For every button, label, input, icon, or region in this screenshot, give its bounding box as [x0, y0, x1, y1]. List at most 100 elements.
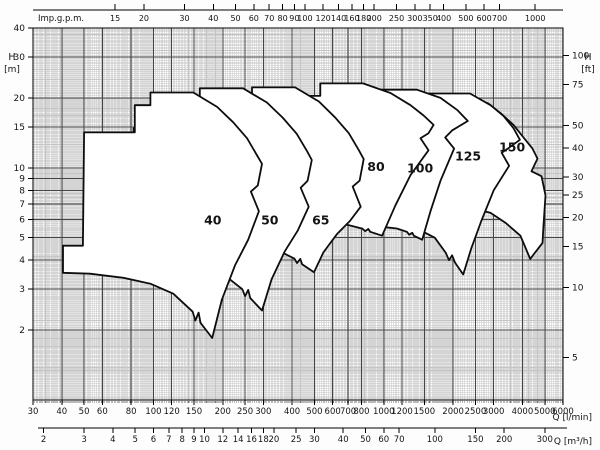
- tick-label: 1500: [414, 407, 436, 417]
- tick-label: 40: [572, 144, 584, 154]
- tick-label: 15: [572, 243, 583, 253]
- tick-label: 4: [19, 256, 25, 266]
- tick-label: 150: [186, 407, 202, 417]
- tick-label: 350: [423, 14, 438, 23]
- tick-label: 10: [199, 435, 210, 445]
- tick-label: 20: [268, 435, 279, 445]
- bottom-axis: 30 40 50 60 80 100 120 150 200 250 300 400 500 600 700…: [28, 400, 592, 423]
- bottom-axis-m3h: 2 3 4 5 6 7 8 9 10 12 14 16 18 20 25 30 40 50 60 70 100 150 20…: [38, 427, 592, 447]
- tick-label: 5: [132, 435, 137, 445]
- bottom-axis-m3h-title: Q [m³/h]: [554, 437, 592, 447]
- tick-label: 140: [331, 14, 346, 23]
- tick-label: 50: [360, 435, 371, 445]
- tick-label: 7: [19, 200, 25, 210]
- tick-label: 1000: [525, 14, 545, 23]
- envelope-label-80: 80: [367, 159, 385, 174]
- envelope-label-100: 100: [407, 160, 433, 175]
- tick-label: 500: [458, 14, 473, 23]
- tick-label: 9: [19, 174, 25, 184]
- tick-label: 20: [139, 14, 149, 23]
- bottom-axis-title: Q [l/min]: [553, 413, 592, 423]
- tick-label: 40: [208, 14, 218, 23]
- tick-label: 3000: [483, 407, 505, 417]
- tick-label: 700: [340, 407, 356, 417]
- tick-label: 700: [492, 14, 507, 23]
- tick-label: 7: [166, 435, 171, 445]
- right-axis-title: H: [584, 52, 591, 63]
- tick-label: 3: [81, 435, 86, 445]
- tick-label: 100: [572, 51, 589, 61]
- tick-label: 120: [164, 407, 180, 417]
- tick-label: 200: [367, 14, 382, 23]
- tick-label: 70: [264, 14, 274, 23]
- tick-label: 5: [572, 354, 578, 364]
- tick-label: 18: [258, 435, 269, 445]
- tick-label: 90: [289, 14, 299, 23]
- tick-label: 150: [467, 435, 483, 445]
- tick-label: 75: [572, 80, 583, 90]
- tick-label: 14: [233, 435, 244, 445]
- tick-label: 70: [394, 435, 405, 445]
- tick-label: 1200: [391, 407, 413, 417]
- tick-label: 400: [284, 407, 300, 417]
- tick-label: 1000: [373, 407, 395, 417]
- tick-label: 500: [306, 407, 322, 417]
- tick-label: 100: [145, 407, 161, 417]
- tick-label: 4000: [512, 407, 534, 417]
- tick-label: 2: [41, 435, 46, 445]
- tick-label: 400: [436, 14, 451, 23]
- pump-envelopes: [62, 82, 547, 339]
- envelope-label-65: 65: [312, 212, 329, 227]
- tick-label: 6: [151, 435, 156, 445]
- tick-label: 5: [19, 234, 25, 244]
- tick-label: 4: [110, 435, 115, 445]
- tick-label: 20: [14, 94, 26, 104]
- tick-label: 2500: [465, 407, 487, 417]
- tick-label: 100: [297, 14, 312, 23]
- tick-label: 12: [217, 435, 228, 445]
- tick-label: 40: [14, 24, 26, 34]
- left-axis-unit: [m]: [4, 65, 20, 75]
- tick-label: 8: [180, 435, 185, 445]
- tick-label: 30: [572, 173, 584, 183]
- tick-label: 50: [79, 407, 90, 417]
- tick-label: 50: [230, 14, 240, 23]
- tick-label: 30: [28, 407, 39, 417]
- tick-label: 250: [237, 407, 253, 417]
- envelope-size-labels: 150 125 100 80 65 50 40: [204, 140, 525, 228]
- tick-label: 6000: [552, 407, 574, 417]
- tick-label: 25: [291, 435, 302, 445]
- tick-label: 100: [427, 435, 443, 445]
- tick-label: 2000: [442, 407, 464, 417]
- tick-label: 60: [97, 407, 108, 417]
- tick-label: 300: [537, 435, 553, 445]
- tick-label: 40: [56, 407, 67, 417]
- tick-label: 30: [14, 53, 26, 63]
- tick-label: 30: [179, 14, 189, 23]
- tick-label: 5000: [534, 407, 556, 417]
- envelope-40: [62, 91, 263, 339]
- tick-label: 120: [316, 14, 331, 23]
- tick-label: 200: [496, 435, 512, 445]
- tick-label: 60: [249, 14, 259, 23]
- tick-label: 300: [407, 14, 422, 23]
- tick-label: 3: [19, 285, 25, 295]
- tick-label: 25: [572, 191, 583, 201]
- tick-label: 16: [246, 435, 257, 445]
- tick-label: 15: [110, 14, 120, 23]
- tick-label: 300: [255, 407, 271, 417]
- envelope-label-50: 50: [261, 212, 279, 227]
- envelope-label-150: 150: [499, 140, 525, 155]
- tick-label: 180: [356, 14, 371, 23]
- tick-label: 20: [572, 214, 584, 224]
- tick-label: 6: [19, 215, 25, 225]
- envelope-label-40: 40: [204, 212, 222, 227]
- tick-label: 200: [215, 407, 231, 417]
- tick-label: 60: [378, 435, 389, 445]
- tick-label: 600: [325, 407, 341, 417]
- top-axis-title: Imp.g.p.m.: [38, 14, 84, 24]
- left-axis-title: H: [8, 52, 15, 63]
